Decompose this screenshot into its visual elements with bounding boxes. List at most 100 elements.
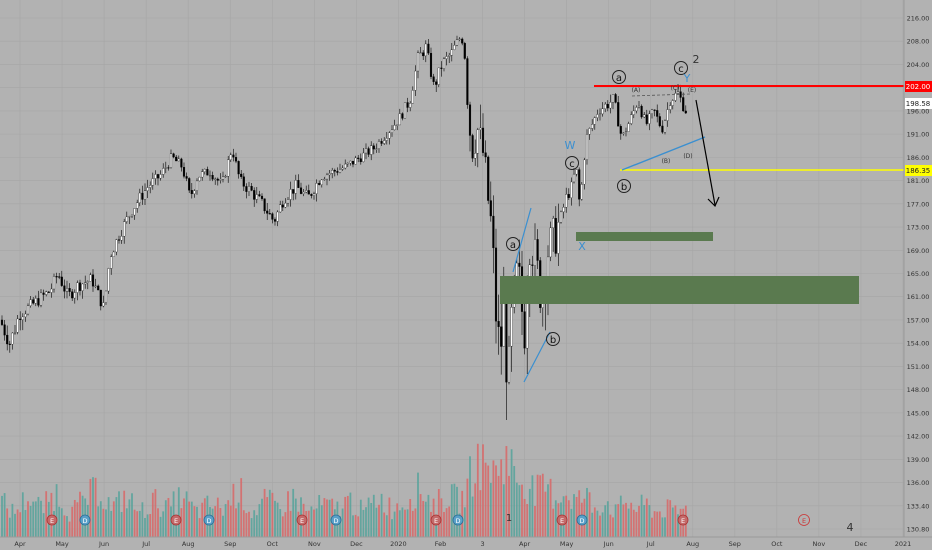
event-marker[interactable] [330,514,342,526]
event-marker-label: E [560,517,564,525]
y-axis-ticks: 130.80 133.40 136.00 139.00 142.00 145.00 148.… [907,15,930,534]
resistance-price-label: 202.00 [906,83,931,91]
x-tick-label: Apr [14,540,26,548]
triangle-label-e: (E) [688,87,696,94]
zone-lower [500,276,859,304]
zone-upper [576,232,713,241]
event-marker[interactable] [170,514,182,526]
event-marker-future[interactable] [798,514,810,526]
grid [0,0,904,537]
y-tick-label: 145.00 [907,409,930,417]
y-tick-label: 204.00 [907,61,930,69]
x-tick-label: Dec [855,540,868,548]
candles [0,35,687,420]
x-tick-label: 2020 [390,540,407,548]
x-tick-label: Aug [686,540,699,548]
triangle-lower-trendline [621,136,706,171]
event-marker[interactable] [677,514,689,526]
x-axis-ticks: Apr May Jun Jul Aug Sep Oct Nov Dec 2020 Feb 3 Apr Ma… [14,540,911,548]
y-tick-label: 142.00 [907,433,930,441]
wave-label-b2: b [621,182,627,193]
event-marker-label: E [434,517,438,525]
x-tick-label: Sep [729,540,741,548]
x-tick-label: Nov [308,540,321,548]
event-marker-label: E [50,517,54,525]
y-tick-label: 165.00 [907,270,930,278]
event-marker[interactable] [46,514,58,526]
y-tick-label: 173.00 [907,224,930,232]
triangle-label-a: (A) [632,87,641,94]
event-marker-label: D [455,517,460,525]
y-tick-label: 136.00 [907,479,930,487]
event-marker[interactable] [430,514,442,526]
current-price-tag [905,98,932,109]
event-marker-label: D [82,517,87,525]
event-marker[interactable] [576,514,588,526]
event-marker-label: E [681,517,685,525]
triangle-label-b: (B) [662,158,671,165]
x-tick-label: 2021 [895,540,912,548]
y-tick-label: 191.00 [907,131,930,139]
event-marker[interactable] [556,514,568,526]
wave-label-c1: c [569,159,575,170]
x-tick-label: May [55,540,69,548]
x-tick-label: Feb [435,540,447,548]
event-marker-label: E [174,517,178,525]
y-tick-label: 216.00 [907,15,930,23]
x-tick-label: Sep [224,540,236,548]
support-price-tag [905,165,932,176]
x-tick-label: Apr [519,540,531,548]
wave-label-a2: a [616,73,622,84]
projection-arrowhead [707,196,720,208]
x-tick-label: Jul [141,540,150,548]
y-tick-label: 151.00 [907,363,930,371]
event-marker-label: D [579,517,584,525]
x-tick-label: Jun [98,540,109,548]
wave-label-2: 2 [693,53,700,66]
y-tick-label: 161.00 [907,293,930,301]
event-marker-label: D [333,517,338,525]
x-tick-label: Jun [603,540,614,548]
event-marker-future-label: E [802,517,806,525]
y-tick-label: 208.00 [907,38,930,46]
event-marker[interactable] [79,514,91,526]
x-tick-label: Nov [813,540,826,548]
triangle-label-c: (C) [671,85,680,92]
x-tick-label: Oct [771,540,783,548]
event-marker[interactable] [203,514,215,526]
event-marker-label: E [300,517,304,525]
wave-label-x: X [578,240,586,253]
wave-line-a-up [512,207,532,273]
wave-label-w: W [565,139,576,152]
y-tick-label: 130.80 [907,526,930,534]
x-tick-label: Oct [267,540,279,548]
wave-label-y: Y [683,72,691,85]
y-tick-label: 139.00 [907,456,930,464]
resistance-price-tag [905,81,932,92]
event-marker[interactable] [296,514,308,526]
y-tick-label: 157.00 [907,316,930,324]
x-tick-label: Aug [182,540,195,548]
x-tick-label: Dec [350,540,363,548]
y-tick-label: 196.00 [907,107,930,115]
support-price-label: 186.35 [906,167,931,175]
event-marker[interactable] [452,514,464,526]
y-tick-label: 181.00 [907,177,930,185]
y-tick-label: 148.00 [907,386,930,394]
x-tick-label: Jul [646,540,655,548]
y-tick-label: 177.00 [907,200,930,208]
current-price-label: 198.58 [906,100,931,108]
y-tick-label: 133.40 [907,502,930,510]
corner-number-4: 4 [847,521,854,534]
x-tick-label: May [560,540,574,548]
wave-line-b-down [523,331,551,383]
wave-label-c2: c [678,64,684,75]
wave-label-a1: a [510,240,516,251]
triangle-label-d: (D) [683,153,692,160]
wave-label-b1: b [550,335,556,346]
time-axis [0,537,932,550]
y-tick-label: 169.00 [907,247,930,255]
